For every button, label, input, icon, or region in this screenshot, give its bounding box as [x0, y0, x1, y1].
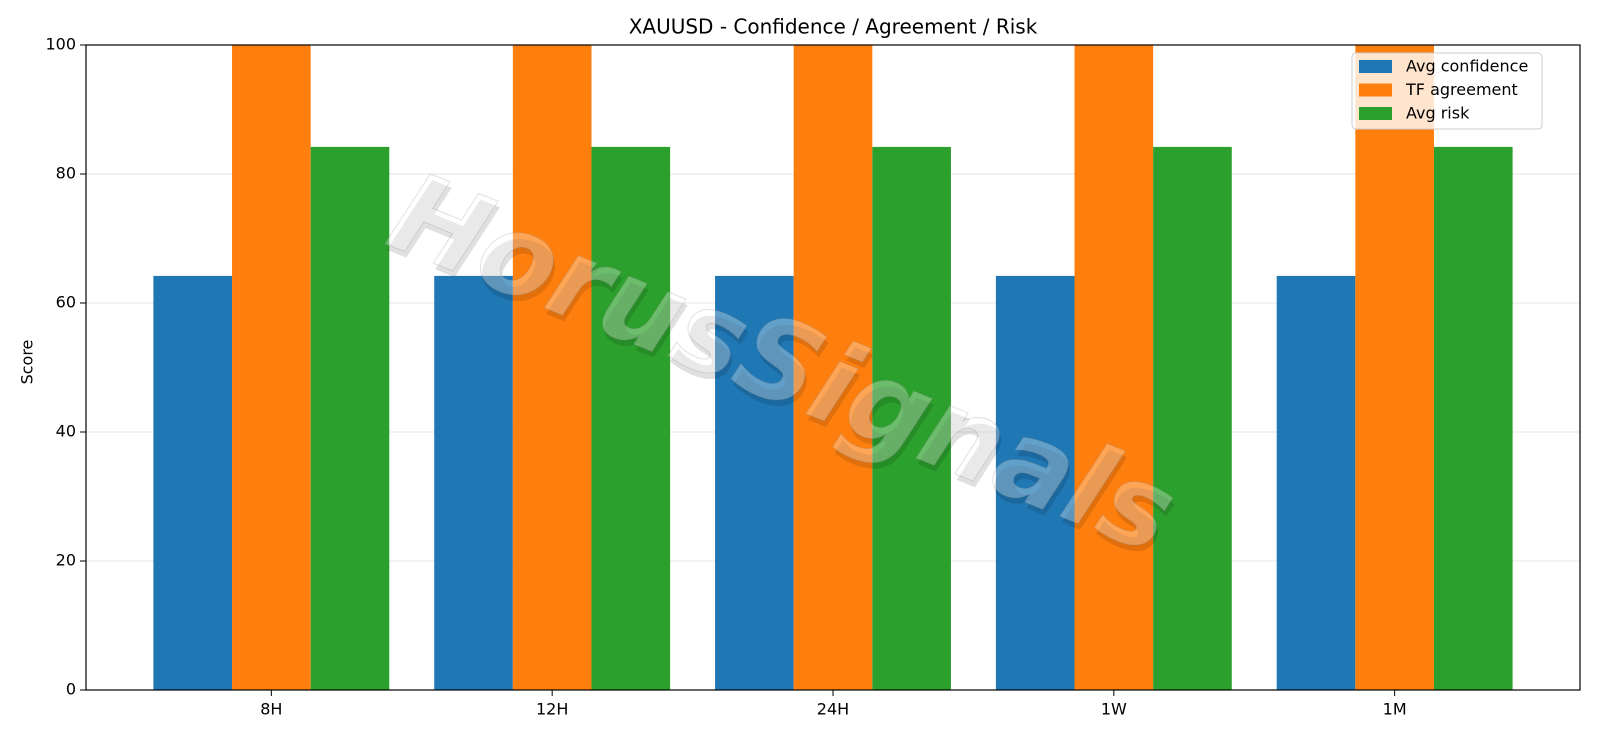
x-tick-label: 12H: [536, 700, 568, 719]
y-tick-label: 80: [56, 164, 76, 183]
legend-label: TF agreement: [1405, 80, 1518, 99]
plot-frame: [85, 44, 1581, 691]
x-tick-label: 24H: [817, 700, 849, 719]
y-tick-label: 40: [56, 422, 76, 441]
bar: [1276, 275, 1356, 690]
bar: [512, 45, 592, 690]
bar: [1433, 146, 1513, 690]
x-tick-label: 1W: [1101, 700, 1127, 719]
chart-title: XAUUSD - Confidence / Agreement / Risk: [629, 15, 1038, 39]
bar: [591, 146, 671, 690]
legend-swatch: [1359, 60, 1392, 73]
bar: [153, 275, 233, 690]
y-tick-label: 60: [56, 293, 76, 312]
y-axis-label: Score: [18, 340, 37, 385]
bar: [995, 275, 1075, 690]
x-tick-label: 1M: [1383, 700, 1407, 719]
bar: [232, 45, 311, 690]
bar: [793, 45, 873, 690]
bar: [872, 146, 951, 690]
y-tick-label: 100: [45, 35, 76, 54]
legend-swatch: [1359, 83, 1392, 97]
legend-label: Avg risk: [1406, 104, 1470, 123]
legend-swatch: [1359, 107, 1392, 120]
bar: [715, 275, 794, 690]
bar: [1355, 45, 1434, 690]
bar: [434, 275, 513, 690]
bar: [1153, 146, 1232, 690]
bar: [310, 146, 390, 690]
legend-box: [1351, 52, 1543, 130]
y-tick-label: 20: [56, 551, 76, 570]
bar: [1074, 45, 1154, 690]
legend-label: Avg confidence: [1406, 57, 1528, 76]
y-tick-label: 0: [66, 680, 76, 699]
x-tick-label: 8H: [260, 700, 282, 719]
